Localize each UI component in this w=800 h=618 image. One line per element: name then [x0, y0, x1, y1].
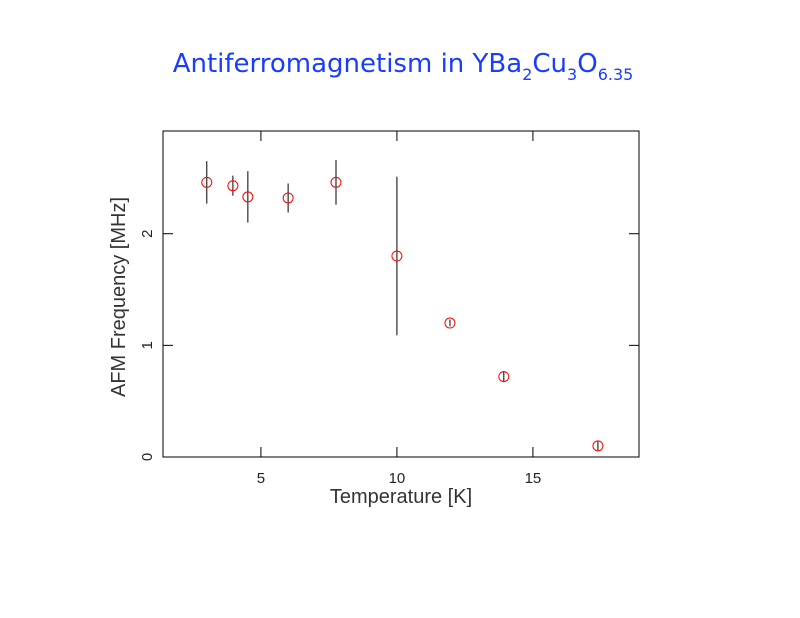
y-tick-label: 1 — [139, 341, 156, 349]
data-point — [444, 317, 456, 329]
x-tick-label: 10 — [389, 470, 406, 487]
x-axis-label: Temperature [K] — [330, 486, 472, 508]
data-point — [242, 191, 254, 203]
data-point — [201, 176, 213, 188]
y-tick-label: 2 — [139, 230, 156, 238]
chart-title: Antiferromagnetism in YBa2Cu3O6.35 — [173, 49, 634, 84]
title-part: Cu — [532, 49, 567, 79]
y-tick-label: 0 — [139, 453, 156, 461]
data-point — [498, 371, 510, 383]
plot-frame — [162, 130, 640, 458]
title-part: O — [577, 49, 597, 79]
title-part: Antiferromagnetism in YBa — [173, 49, 523, 79]
data-point — [592, 440, 604, 452]
data-point — [282, 192, 294, 204]
title-subscript: 6.35 — [598, 65, 634, 84]
title-subscript: 3 — [567, 65, 577, 84]
x-tick-label: 15 — [525, 470, 542, 487]
y-axis-label: AFM Frequency [MHz] — [108, 197, 130, 397]
data-point — [330, 176, 342, 188]
title-subscript: 2 — [522, 65, 532, 84]
x-tick-label: 5 — [257, 470, 265, 487]
data-point — [391, 250, 403, 262]
data-point — [227, 180, 239, 192]
